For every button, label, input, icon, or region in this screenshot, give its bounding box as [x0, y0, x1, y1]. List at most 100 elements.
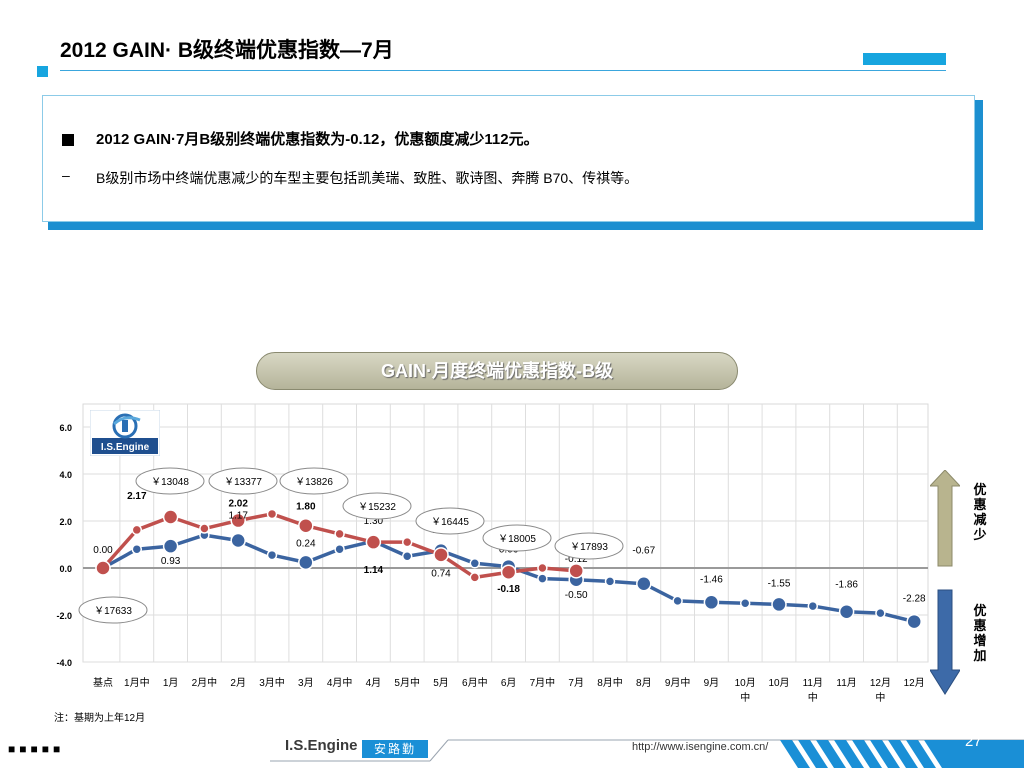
x-tick-label: 7月中 [530, 676, 556, 689]
series-point-1 [266, 549, 278, 561]
chart-price-callouts: ￥13048 ￥13377 ￥13826 ￥15232 ￥16445 ￥18005 ￥178… [78, 467, 624, 624]
x-tick-label: 1月中 [124, 676, 150, 689]
data-label: -0.50 [565, 590, 588, 601]
x-tick-label: 8月 [636, 677, 652, 689]
series-point-1 [298, 554, 314, 571]
series-point-0 [131, 524, 143, 536]
price-callout-bubble [482, 524, 552, 552]
series-point-0 [433, 547, 449, 563]
x-tick-label: 5月 [433, 677, 449, 689]
series-point-1 [162, 538, 179, 554]
series-point-1 [230, 532, 246, 549]
series-point-0 [568, 563, 584, 579]
arrow-up-icon [930, 470, 960, 567]
y-tick-label: 2.0 [59, 517, 72, 527]
x-tick-label-suffix: 中 [808, 691, 818, 704]
chart-series [95, 508, 922, 630]
x-tick-label: 基点 [93, 676, 113, 689]
x-tick-label: 7月 [568, 677, 584, 689]
title-underline [60, 70, 946, 71]
x-tick-label: 4月 [366, 677, 382, 689]
footer-brand-cn: 安路勤 [362, 740, 428, 758]
series-point-0 [95, 560, 111, 576]
series-point-1 [703, 594, 720, 611]
x-tick-label: 9月中 [665, 676, 691, 689]
price-callout-bubble [415, 507, 485, 535]
series-point-0 [230, 512, 246, 529]
series-point-1 [771, 596, 787, 613]
series-point-0 [298, 517, 314, 534]
data-label: 1.30 [364, 516, 384, 527]
series-point-1 [838, 603, 855, 620]
x-tick-label: 2月中 [192, 676, 218, 689]
x-tick-label: 4月中 [327, 676, 353, 689]
data-label: 0.93 [161, 556, 181, 567]
price-callout-bubble [78, 596, 148, 624]
bullet-square-icon [62, 134, 74, 146]
x-tick-label: 3月 [298, 677, 314, 689]
chart-note: 注：基期为上年12月 [54, 713, 146, 724]
x-tick-label: 5月中 [394, 676, 420, 689]
summary-box [42, 95, 975, 222]
data-label: 1.80 [296, 502, 316, 513]
data-label: -1.86 [835, 580, 858, 591]
series-point-1 [875, 607, 886, 619]
price-callout-bubble [208, 467, 278, 495]
x-tick-label: 11月 [803, 677, 823, 689]
footer-graphic [270, 739, 1024, 768]
series-point-1 [537, 573, 548, 584]
logo-text: I.S.Engine [101, 442, 150, 453]
x-tick-label: 12月 [904, 677, 925, 689]
series-point-0 [199, 523, 210, 534]
x-tick-label-suffix: 中 [740, 691, 750, 704]
series-point-1 [604, 576, 616, 587]
arrow-down-label: 优惠增加 [973, 603, 987, 663]
y-tick-label: -2.0 [56, 611, 72, 621]
price-callout-bubble [279, 467, 349, 495]
arrow-up-label: 优惠减少 [973, 482, 987, 542]
data-label: 0.74 [431, 569, 451, 580]
data-label: 0.00 [93, 545, 113, 556]
x-tick-label: 1月 [163, 677, 179, 689]
data-label: 1.17 [228, 511, 248, 522]
footer-dots: ■■■■■ [8, 742, 65, 756]
data-label: -0.18 [497, 584, 520, 595]
chart-banner: GAIN·月度终端优惠指数-B级 [256, 352, 738, 390]
x-tick-label: 12月 [870, 677, 891, 689]
x-tick-label: 9月 [704, 677, 720, 689]
price-callout-text: ￥16445 [431, 517, 469, 528]
series-point-1 [401, 551, 413, 562]
page-number: 27 [965, 733, 982, 750]
summary-headline: 2012 GAIN·7月B级别终端优惠指数为-0.12，优惠额度减少112元。 [96, 131, 539, 148]
bullet-dash: – [62, 167, 70, 183]
footer-url[interactable]: http://www.isengine.com.cn/ [632, 741, 769, 753]
page-title: 2012 GAIN· B级终端优惠指数—7月 [60, 39, 394, 62]
data-label: 1.14 [364, 565, 384, 576]
price-callout-text: ￥18005 [498, 534, 536, 545]
series-point-1 [131, 543, 143, 555]
series-point-1 [636, 575, 652, 592]
price-callout-text: ￥13048 [151, 477, 189, 488]
data-label: -1.55 [768, 578, 791, 589]
y-tick-label: 4.0 [59, 470, 72, 480]
price-callout-bubble [135, 467, 205, 495]
x-tick-label: 3月中 [259, 676, 285, 689]
series-point-1 [807, 600, 819, 612]
footer-brand: I.S.Engine [285, 737, 358, 754]
arrow-down-icon [930, 589, 960, 695]
series-point-0 [365, 534, 382, 550]
price-callout-text: ￥15232 [358, 502, 396, 513]
series-point-0 [537, 562, 548, 574]
series-point-1 [672, 595, 683, 607]
series-point-1 [334, 543, 345, 555]
price-callout-text: ￥13826 [295, 477, 333, 488]
series-point-1 [469, 558, 481, 569]
title-accent-square [37, 66, 48, 77]
title-accent-bar [863, 53, 946, 65]
price-callout-bubble [342, 492, 412, 520]
price-callout-text: ￥17893 [570, 542, 608, 553]
series-point-1 [906, 613, 922, 630]
data-label: 2.02 [228, 499, 248, 510]
x-tick-label: 11月 [836, 677, 856, 689]
